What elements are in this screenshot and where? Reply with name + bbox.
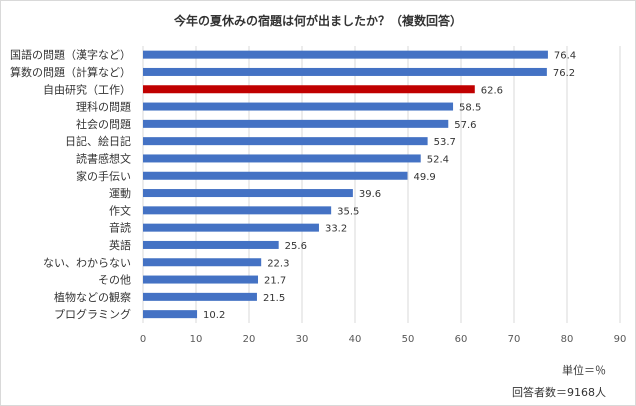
value-label: 76.2 — [553, 68, 575, 79]
value-label: 53.7 — [434, 137, 456, 148]
category-label: 日記、絵日記 — [65, 134, 131, 148]
category-label: 理科の問題 — [76, 100, 131, 114]
value-label: 25.6 — [285, 241, 307, 252]
bar — [143, 275, 259, 284]
x-tick-label: 90 — [614, 334, 627, 345]
category-label: 音読 — [109, 221, 131, 235]
category-label: 家の手伝い — [76, 169, 131, 183]
value-label: 10.2 — [203, 310, 225, 321]
unit-note: 単位＝％ — [562, 364, 606, 377]
category-label: 国語の問題（漢字など） — [10, 48, 131, 62]
value-label: 58.5 — [459, 103, 481, 114]
value-label: 57.6 — [454, 120, 476, 131]
labels: 0 10 20 30 40 50 60 70 80 90 国語の問題（漢字など） 76.4 算数の問題（… — [10, 48, 626, 345]
category-label: 作文 — [109, 203, 131, 217]
bar — [143, 206, 332, 215]
bar — [143, 223, 319, 232]
x-tick-label: 0 — [140, 334, 146, 345]
bar — [143, 189, 353, 198]
value-label: 49.9 — [413, 172, 435, 183]
bar — [143, 119, 449, 128]
category-label: 算数の問題（計算など） — [10, 65, 131, 79]
bar — [143, 67, 547, 76]
x-tick-label: 60 — [455, 334, 468, 345]
x-tick-label: 30 — [296, 334, 309, 345]
bar — [143, 102, 454, 111]
bar — [143, 85, 475, 94]
value-label: 52.4 — [427, 154, 449, 165]
value-label: 22.3 — [267, 258, 289, 269]
bar — [143, 292, 257, 301]
bar — [143, 50, 548, 59]
value-label: 21.7 — [264, 276, 286, 287]
category-label: 社会の問題 — [76, 117, 131, 131]
chart-title: 今年の夏休みの宿題は何が出ましたか？（複数回答） — [173, 14, 462, 28]
bar — [143, 137, 428, 146]
value-label: 76.4 — [554, 51, 576, 62]
bar — [143, 171, 408, 180]
category-label: プログラミング — [54, 307, 131, 321]
category-label: ない、わからない — [43, 256, 131, 269]
x-tick-label: 70 — [508, 334, 521, 345]
x-tick-label: 40 — [349, 334, 362, 345]
category-label: 運動 — [109, 186, 131, 200]
x-tick-label: 50 — [402, 334, 415, 345]
value-label: 35.5 — [337, 206, 359, 217]
category-label: 読書感想文 — [76, 151, 131, 165]
respondents-note: 回答者数＝9168人 — [512, 386, 606, 399]
bar — [143, 258, 262, 267]
category-label: その他 — [98, 274, 131, 287]
bar — [143, 310, 198, 319]
x-tick-label: 20 — [243, 334, 256, 345]
category-label: 英語 — [109, 238, 131, 252]
value-label: 62.6 — [481, 85, 503, 96]
bar — [143, 154, 421, 163]
bar — [143, 240, 279, 249]
value-label: 33.2 — [325, 224, 347, 235]
value-label: 39.6 — [359, 189, 381, 200]
category-label: 自由研究（工作） — [43, 82, 131, 96]
x-tick-label: 10 — [190, 334, 203, 345]
category-label: 植物などの観察 — [54, 290, 131, 304]
bars — [143, 50, 548, 319]
value-label: 21.5 — [263, 293, 285, 304]
x-tick-label: 80 — [561, 334, 574, 345]
